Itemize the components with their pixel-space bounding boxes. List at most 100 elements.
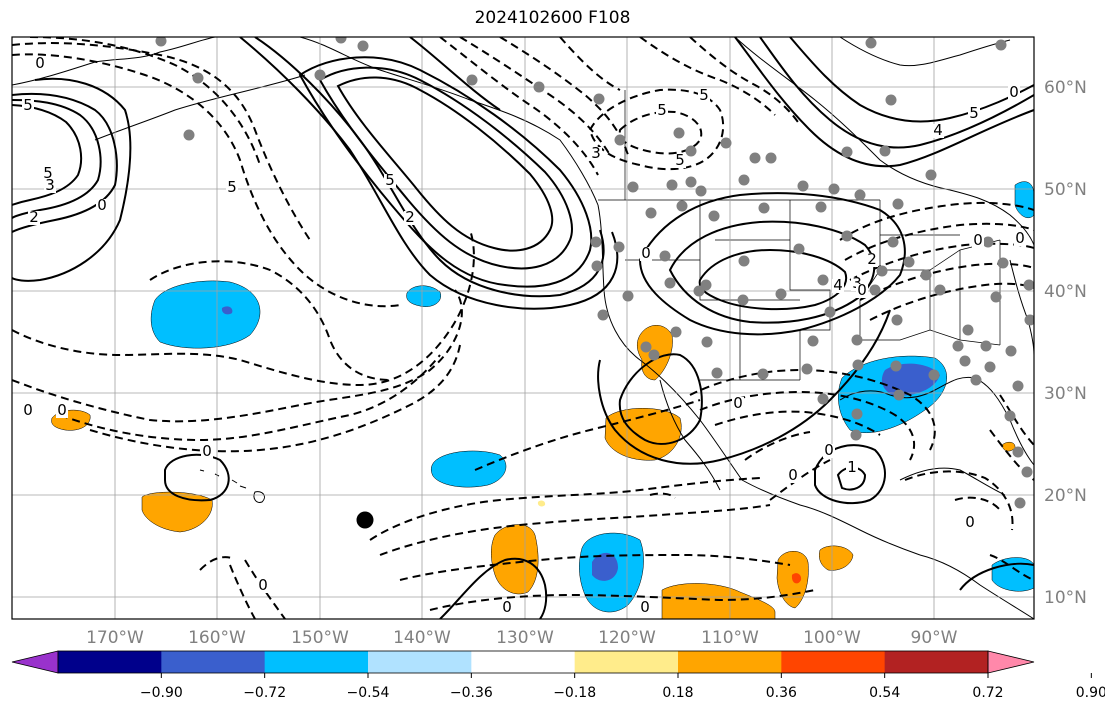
colorbar-tick-label: −0.36 [450, 685, 493, 701]
map-title: 2024102600 F108 [474, 8, 631, 28]
longitude-labels: 170°W 160°W 150°W 140°W 130°W 120°W 110°… [86, 628, 958, 648]
contour-label-background [1014, 232, 1026, 246]
contour-label: 5 [699, 86, 709, 104]
contour-label-background [1008, 86, 1020, 100]
contour-label-background [964, 516, 976, 530]
contour-label-background [640, 247, 652, 261]
contour-label: 0 [641, 244, 651, 262]
contour-label: 5 [675, 151, 685, 169]
colorbar-segment [884, 651, 989, 673]
contour-label: 0 [824, 441, 834, 459]
colorbar-low-extension [11, 650, 59, 674]
contour-label-background [226, 181, 238, 195]
shaded-areas [51, 181, 1034, 619]
contour-label-background [856, 284, 868, 298]
contour-label: 0 [502, 598, 512, 616]
lon-label: 130°W [496, 628, 554, 648]
contour-label-background [34, 57, 46, 71]
contour-label-background [201, 445, 213, 459]
lon-label: 160°W [188, 628, 246, 648]
contour-label-background [22, 99, 34, 113]
contour-label-background [823, 444, 835, 458]
observation-markers [155, 37, 1034, 509]
contour-label-background [972, 234, 984, 248]
lon-label: 120°W [598, 628, 656, 648]
contour-label: 5 [43, 164, 53, 182]
plot-frame [11, 36, 1035, 620]
contour-label-background [639, 601, 651, 615]
colorbar-segment [264, 651, 369, 673]
contour-label-background [932, 124, 944, 138]
colorbar-segment [368, 651, 472, 673]
contour-label: 0 [35, 54, 45, 72]
shade-light-blue [991, 557, 1034, 592]
colorbar-high-extension [987, 650, 1035, 674]
contour-label: 5 [227, 178, 237, 196]
contour-label: 0 [23, 401, 33, 419]
contour-label-background [257, 579, 269, 593]
contour-label-background [846, 461, 858, 475]
lon-label: 110°W [701, 628, 759, 648]
contour-label-background [501, 601, 513, 615]
lat-label: 60°N [1044, 78, 1087, 98]
contour-label-background [96, 199, 108, 213]
coastlines [12, 37, 1034, 619]
lat-label: 30°N [1044, 384, 1087, 404]
contour-label: 2 [867, 250, 877, 268]
contour-label: 2 [405, 208, 415, 226]
lat-label: 50°N [1044, 180, 1087, 200]
colorbar-tick-label: −0.90 [140, 685, 183, 701]
contour-label-background [674, 154, 686, 168]
shade-blue [592, 552, 618, 581]
hawaii-islands [199, 469, 265, 503]
colorbar-tick-label: −0.18 [553, 685, 596, 701]
lon-label: 140°W [393, 628, 451, 648]
black-marker-dot [356, 511, 374, 529]
contour-label: 0 [57, 401, 67, 419]
contour-label: 0 [97, 196, 107, 214]
shade-light-blue [430, 450, 507, 488]
contour-label-background [42, 167, 54, 181]
shade-light-blue [150, 280, 261, 349]
latitude-labels: 60°N 50°N 40°N 30°N 20°N 10°N [1044, 78, 1087, 608]
contour-label: 0 [1015, 229, 1025, 247]
solid-contours [12, 37, 1034, 619]
contour-label: 0 [202, 442, 212, 460]
contour-label-background [968, 107, 980, 121]
lon-label: 150°W [291, 628, 349, 648]
colorbar-tick-label: 0.36 [766, 685, 797, 701]
colorbar-segment [678, 651, 782, 673]
colorbar-tick-label: 0.18 [662, 685, 693, 701]
colorbar: −0.90 −0.72 −0.54 −0.36 −0.18 0.18 0.36 0.54 0.7… [11, 650, 1105, 701]
lat-label: 10°N [1044, 588, 1087, 608]
contour-label: 5 [969, 104, 979, 122]
contour-label-background [866, 253, 878, 267]
colorbar-tick-label: 0.72 [972, 685, 1003, 701]
contour-label: 3 [852, 274, 862, 292]
dashed-contours [12, 37, 1034, 619]
contour-label-background [787, 469, 799, 483]
lat-label: 40°N [1044, 282, 1087, 302]
contour-label: 0 [733, 394, 743, 412]
lon-label: 100°W [803, 628, 861, 648]
colorbar-segment [161, 651, 266, 673]
contour-label-background [732, 397, 744, 411]
contour-label-background [384, 174, 396, 188]
contour-label: 0 [965, 513, 975, 531]
contour-label: 0 [973, 231, 983, 249]
shade-blue [881, 363, 940, 396]
shade-orange [537, 500, 546, 507]
contour-label: 2 [29, 208, 39, 226]
contour-label: 1 [847, 458, 857, 476]
contour-label: 0 [258, 576, 268, 594]
contour-label: 5 [23, 96, 33, 114]
contour-label-background [22, 404, 34, 418]
contour-label: 4 [933, 121, 943, 139]
lat-label: 20°N [1044, 486, 1087, 506]
contour-label: 3 [45, 176, 55, 194]
colorbar-segment [781, 651, 886, 673]
lon-label: 170°W [86, 628, 144, 648]
contour-label-background [56, 404, 68, 418]
